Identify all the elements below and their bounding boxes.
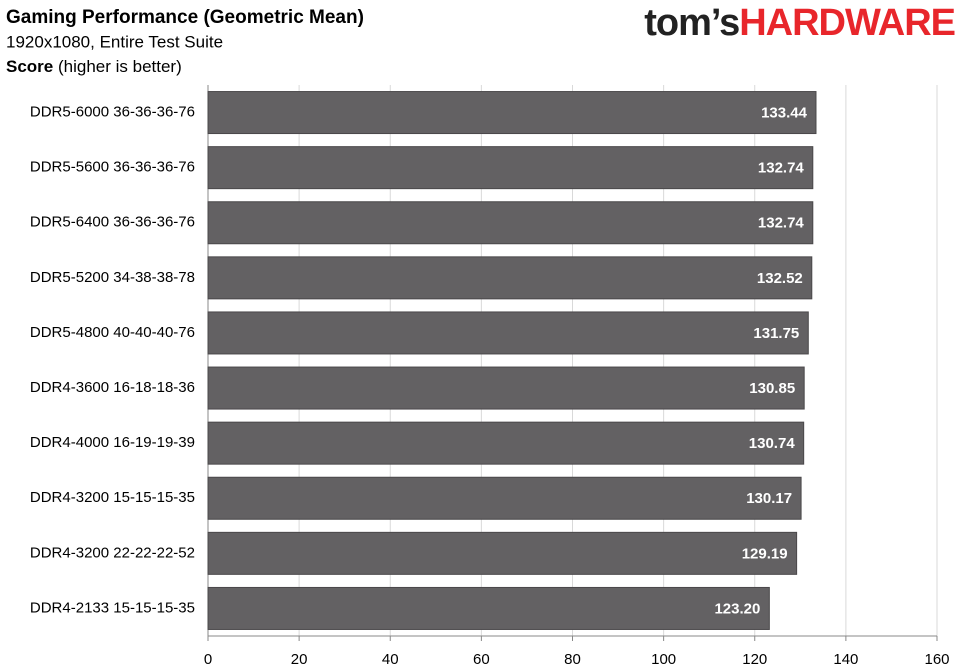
y-tick-label: DDR5-6000 36-36-36-76 <box>30 104 195 121</box>
value-label: 132.74 <box>758 215 805 232</box>
x-tick-label: 20 <box>291 651 308 668</box>
bar <box>207 311 809 355</box>
x-tick-label: 100 <box>651 651 676 668</box>
y-tick-label: DDR5-5200 34-38-38-78 <box>30 269 195 286</box>
value-label: 123.20 <box>714 600 760 617</box>
bar <box>207 146 814 190</box>
bar <box>207 531 798 575</box>
y-tick-label: DDR5-6400 36-36-36-76 <box>30 214 195 231</box>
y-tick-label: DDR4-4000 16-19-19-39 <box>30 434 195 451</box>
value-label: 133.44 <box>761 105 808 122</box>
x-tick-label: 120 <box>742 651 767 668</box>
chart-title: Gaming Performance (Geometric Mean) <box>6 7 364 28</box>
x-tick-label: 160 <box>924 651 949 668</box>
x-tick-label: 60 <box>473 651 490 668</box>
value-label: 130.85 <box>749 380 795 397</box>
x-tick-label: 80 <box>564 651 581 668</box>
axis-label-note: (higher is better) <box>58 57 182 76</box>
logo: tom’sHARDWARE <box>644 2 955 44</box>
y-tick-label: DDR4-3600 16-18-18-36 <box>30 379 195 396</box>
logo-part: tom’s <box>644 2 739 44</box>
bar <box>207 201 814 245</box>
value-label: 131.75 <box>753 325 799 342</box>
y-tick-label: DDR5-5600 36-36-36-76 <box>30 159 195 176</box>
x-tick-label: 0 <box>204 651 212 668</box>
bar <box>207 366 805 410</box>
axis-label: Score (higher is better) <box>6 57 182 76</box>
x-tick-label: 140 <box>833 651 858 668</box>
y-tick-label: DDR4-3200 22-22-22-52 <box>30 544 195 561</box>
chart-subtitle: 1920x1080, Entire Test Suite <box>6 32 223 51</box>
bar <box>207 91 817 135</box>
value-label: 132.52 <box>757 270 803 287</box>
value-label: 132.74 <box>758 160 805 177</box>
y-tick-label: DDR5-4800 40-40-40-76 <box>30 324 195 341</box>
value-label: 129.19 <box>742 545 788 562</box>
bar <box>207 256 813 300</box>
value-label: 130.17 <box>746 490 792 507</box>
bar <box>207 421 805 465</box>
value-label: 130.74 <box>749 435 796 452</box>
bar <box>207 476 802 520</box>
y-tick-label: DDR4-2133 15-15-15-35 <box>30 599 195 616</box>
axis-label-main: Score <box>6 57 53 76</box>
x-tick-label: 40 <box>382 651 399 668</box>
y-tick-label: DDR4-3200 15-15-15-35 <box>30 489 195 506</box>
bar <box>207 586 770 630</box>
logo-part: HARDWARE <box>739 2 955 44</box>
